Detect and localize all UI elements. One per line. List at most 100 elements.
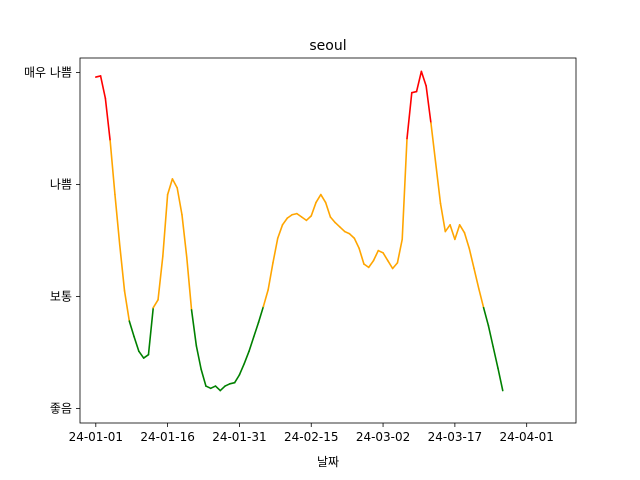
- line-segment: [243, 350, 250, 365]
- line-segment: [267, 262, 274, 291]
- line-segment: [109, 140, 116, 196]
- line-segment: [252, 321, 260, 338]
- x-tick-label: 24-01-31: [212, 430, 266, 444]
- line-segment: [305, 215, 313, 222]
- y-tick-label: 나쁨: [50, 178, 72, 192]
- line-segment: [238, 362, 246, 376]
- line-segment: [449, 224, 456, 241]
- line-segment: [478, 287, 485, 309]
- x-tick-label: 24-01-16: [140, 430, 194, 444]
- line-segment: [497, 367, 504, 392]
- line-segment: [128, 320, 135, 338]
- x-tick-label: 24-04-01: [499, 430, 553, 444]
- line-segment: [324, 201, 332, 218]
- line-segment: [224, 383, 231, 387]
- line-segment: [219, 385, 226, 392]
- line-segment: [425, 85, 432, 124]
- line-segment: [348, 232, 356, 240]
- line-segment: [473, 267, 480, 290]
- x-tick-label: 24-01-01: [69, 430, 123, 444]
- line-segment: [363, 263, 370, 269]
- line-segment: [229, 381, 236, 385]
- line-segment: [233, 374, 241, 384]
- line-segment: [176, 187, 183, 216]
- line-segment: [420, 70, 427, 87]
- line-segment: [377, 249, 384, 254]
- line-segment: [439, 202, 447, 233]
- line-segment: [391, 262, 399, 270]
- line-segment: [262, 288, 269, 308]
- line-segment: [185, 256, 193, 311]
- line-segment: [358, 247, 365, 265]
- line-segment: [401, 137, 408, 241]
- line-segment: [195, 344, 202, 371]
- line-segment: [276, 224, 284, 240]
- line-segment: [396, 238, 404, 264]
- line-segment: [94, 75, 102, 78]
- line-segment: [334, 221, 341, 228]
- line-segment: [123, 290, 131, 322]
- line-segment: [415, 70, 423, 93]
- line-segment: [382, 252, 389, 262]
- y-tick-label: 보통: [50, 289, 72, 303]
- line-segment: [320, 193, 327, 204]
- line-segment: [157, 255, 164, 301]
- line-segment: [410, 90, 418, 94]
- line-segment: [162, 193, 169, 257]
- line-segment: [343, 230, 351, 235]
- plot-area: [79, 57, 577, 424]
- line-segment: [329, 216, 336, 224]
- line-segment: [257, 305, 265, 324]
- x-tick-label: 24-03-02: [356, 430, 410, 444]
- line-segment: [114, 193, 121, 246]
- line-segment: [482, 306, 490, 327]
- line-segment: [286, 213, 293, 219]
- line-segment: [454, 224, 461, 241]
- line-segment: [133, 335, 140, 353]
- aqi-series: [94, 70, 504, 392]
- line-segment: [291, 212, 298, 216]
- line-segment: [272, 237, 279, 264]
- line-segment: [310, 201, 317, 217]
- y-ticks: 좋음 보통 나쁨 매우 나쁨: [24, 66, 80, 415]
- line-segment: [99, 75, 107, 100]
- line-segment: [142, 353, 150, 359]
- line-segment: [205, 385, 212, 390]
- line-segment: [487, 324, 494, 348]
- line-segment: [171, 178, 178, 189]
- line-segment: [353, 237, 360, 250]
- line-segment: [166, 178, 174, 196]
- line-segment: [118, 244, 126, 292]
- line-segment: [444, 224, 451, 233]
- x-ticks: 24-01-01 24-01-16 24-01-31 24-02-15 24-03-02…: [69, 423, 554, 444]
- line-segment: [463, 231, 471, 250]
- line-segment: [434, 162, 442, 205]
- x-tick-label: 24-03-17: [428, 430, 482, 444]
- y-tick-label: 좋음: [50, 401, 72, 415]
- line-segment: [214, 385, 222, 392]
- line-segment: [152, 299, 159, 309]
- line-segment: [190, 309, 198, 347]
- line-segment: [209, 385, 217, 390]
- line-segment: [339, 226, 346, 233]
- line-segment: [315, 193, 322, 204]
- x-axis-label: 날짜: [317, 455, 339, 469]
- line-segment: [281, 217, 289, 226]
- line-segment: [406, 91, 413, 140]
- line-segment: [458, 224, 466, 234]
- line-segment: [200, 368, 207, 387]
- x-tick-label: 24-02-15: [284, 430, 338, 444]
- line-segment: [468, 247, 475, 270]
- line-segment: [300, 216, 308, 222]
- line-segment: [104, 97, 111, 142]
- chart-title: seoul: [309, 38, 346, 54]
- line-segment: [138, 350, 145, 359]
- line-segment: [372, 249, 380, 262]
- line-segment: [181, 213, 188, 259]
- y-tick-label: 매우 나쁨: [24, 66, 72, 80]
- line-segment: [387, 259, 394, 270]
- line-segment: [296, 212, 303, 218]
- line-segment: [248, 335, 255, 353]
- line-segment: [430, 122, 437, 165]
